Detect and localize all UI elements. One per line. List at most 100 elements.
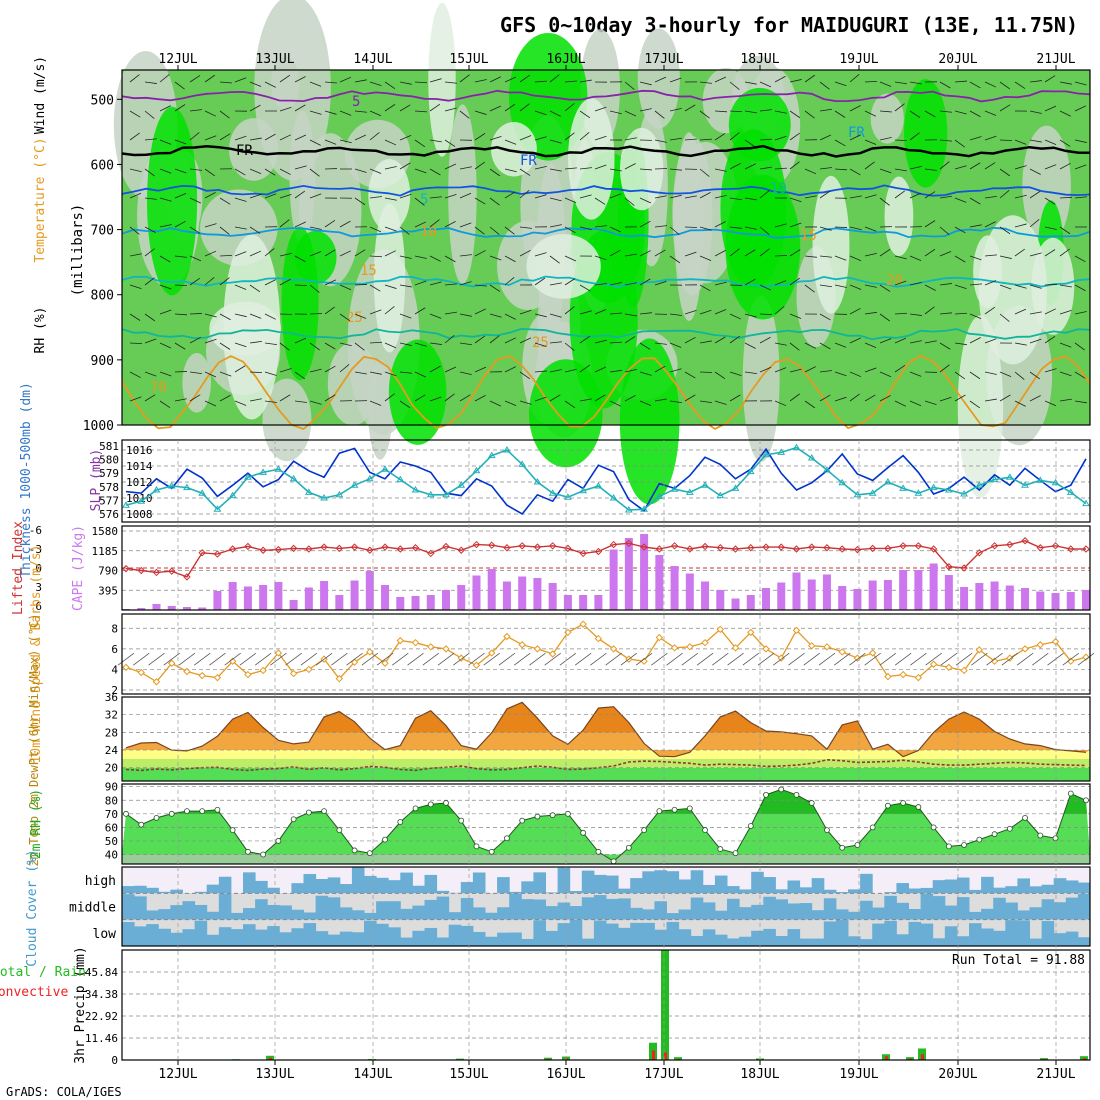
wind-barb: [699, 138, 712, 141]
wind-barb: [849, 393, 860, 402]
thickness-tick-label: 578: [99, 481, 119, 494]
cloud-bar: [908, 921, 922, 946]
wind-barb: [384, 371, 397, 377]
cloud-bar: [557, 867, 571, 894]
cloud-bar: [618, 888, 631, 894]
thickness-point: [792, 443, 801, 451]
wind-barb: [369, 309, 382, 315]
thickness-point: [579, 486, 588, 494]
wind-barb: [1014, 371, 1025, 380]
thickness-point: [152, 486, 161, 493]
lifted-point: [914, 542, 923, 550]
wind-barb: [219, 371, 232, 377]
wind-point: [609, 645, 618, 653]
thickness-point: [762, 450, 770, 458]
wind-barb: [294, 104, 306, 112]
wind-barb: [1059, 110, 1071, 117]
wind-barb: [969, 313, 982, 319]
rh-point: [930, 824, 937, 831]
wind-barb: [894, 280, 907, 286]
chart-title: GFS 0~10day 3-hourly for MAIDUGURI (13E,…: [500, 13, 1078, 37]
wind-barb: [654, 342, 667, 345]
wind-barb: [369, 168, 382, 174]
lifted-point: [929, 545, 938, 553]
cape-bar: [655, 555, 664, 610]
wind-barb: [819, 81, 830, 90]
wind-barb: [834, 139, 846, 147]
wind-barb: [804, 195, 817, 199]
wind-barb: [369, 255, 383, 258]
cloud-bar: [981, 876, 994, 894]
contour-label: 15: [360, 263, 377, 279]
cloud-bar: [339, 931, 353, 946]
rh-point: [488, 848, 495, 855]
lifted-point: [198, 549, 206, 557]
wind-barb: [384, 166, 397, 170]
temp-tick-label: 32: [105, 709, 118, 722]
wind-barb: [189, 277, 201, 286]
wind-barb: [249, 250, 262, 257]
wind-barb: [1074, 105, 1087, 112]
cloud-bar: [170, 889, 183, 894]
wind-point: [686, 643, 694, 651]
wind-barb: [1059, 371, 1072, 377]
rh-point: [504, 835, 510, 842]
wind-barb: [159, 74, 170, 83]
lifted-point: [975, 549, 984, 557]
wind-barb: [969, 81, 981, 89]
cloud-bar: [485, 912, 498, 920]
cloud-bar: [811, 938, 825, 946]
lifted-point: [853, 545, 862, 554]
thickness-point: [503, 446, 511, 453]
cloud-bar: [630, 922, 643, 946]
rh-tick-label: 40: [105, 849, 118, 862]
rh-tick-label: 90: [105, 781, 118, 794]
rh-point: [321, 808, 327, 815]
wind-barb: [609, 168, 622, 172]
cloud-bar: [642, 922, 655, 946]
thickness-point: [167, 482, 176, 489]
isotherm-line: [121, 354, 1091, 431]
wind-barb: [669, 194, 682, 199]
wind-barb: [579, 284, 591, 292]
wind-barb: [1059, 81, 1072, 85]
wind-barb: [849, 307, 861, 315]
wind-barb-10m: [635, 652, 653, 666]
wind-point: [1021, 645, 1029, 653]
wind-barb: [624, 163, 636, 170]
date-label-top: 21JUL: [1036, 52, 1075, 67]
wind-barb: [204, 135, 217, 141]
wind-point: [503, 632, 511, 641]
thickness-point: [137, 497, 146, 504]
thickness-point: [655, 492, 664, 499]
rh-point: [412, 805, 419, 812]
lifted-point: [152, 568, 161, 577]
wind-barb: [1059, 342, 1072, 348]
wind-barb: [234, 342, 247, 348]
wind-barb: [144, 277, 155, 286]
wind-barb: [129, 132, 140, 141]
wind-barb: [174, 81, 185, 90]
cloud-bar: [255, 899, 268, 920]
wind-point: [1006, 654, 1014, 662]
wind-barb: [849, 337, 862, 344]
wind-barb: [534, 252, 547, 257]
wind-point: [594, 634, 603, 643]
rh-point: [184, 808, 190, 815]
wind-barb: [534, 136, 547, 141]
wind-barb: [939, 342, 951, 350]
cloud-bar: [751, 871, 764, 894]
cloud-bar: [751, 930, 764, 946]
wind-barb: [174, 398, 187, 402]
wind-point: [868, 649, 877, 657]
lifted-point: [168, 567, 176, 575]
cape-bar: [914, 570, 923, 610]
wind-barb: [354, 249, 366, 257]
cape-bar: [868, 580, 877, 610]
cape-bar: [152, 604, 161, 610]
cloud-bar: [1077, 893, 1091, 920]
wind-barb-10m: [651, 652, 668, 666]
cape-bar: [746, 595, 755, 610]
wind-barb: [414, 307, 426, 315]
cape-bar: [502, 581, 511, 610]
